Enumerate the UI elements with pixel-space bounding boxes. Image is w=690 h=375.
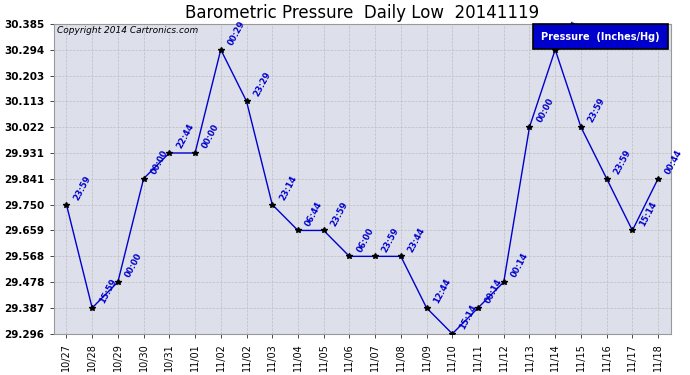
Text: 23:59: 23:59 bbox=[329, 200, 350, 228]
Text: 00:00: 00:00 bbox=[201, 123, 221, 150]
Text: 15:14: 15:14 bbox=[458, 303, 478, 331]
Text: 00:29: 00:29 bbox=[226, 19, 247, 47]
Text: 15:59: 15:59 bbox=[98, 277, 118, 305]
Text: 12:44: 12:44 bbox=[432, 277, 453, 305]
Text: 06:00: 06:00 bbox=[355, 226, 375, 254]
Text: 23:59: 23:59 bbox=[381, 226, 401, 254]
Text: Copyright 2014 Cartronics.com: Copyright 2014 Cartronics.com bbox=[57, 26, 198, 34]
Text: 00:44: 00:44 bbox=[561, 19, 581, 47]
Text: 00:14: 00:14 bbox=[484, 278, 504, 305]
Text: 15:14: 15:14 bbox=[638, 200, 658, 228]
Text: 22:44: 22:44 bbox=[175, 122, 195, 150]
Text: 00:44: 00:44 bbox=[664, 148, 684, 176]
Text: 23:44: 23:44 bbox=[406, 226, 427, 254]
Text: 00:00: 00:00 bbox=[149, 148, 170, 176]
Text: 00:14: 00:14 bbox=[509, 252, 530, 279]
Text: 23:59: 23:59 bbox=[72, 174, 92, 202]
Text: 00:00: 00:00 bbox=[124, 252, 144, 279]
Text: Pressure  (Inches/Hg): Pressure (Inches/Hg) bbox=[541, 32, 660, 42]
Text: 23:59: 23:59 bbox=[612, 148, 633, 176]
Text: 23:29: 23:29 bbox=[252, 70, 273, 98]
Title: Barometric Pressure  Daily Low  20141119: Barometric Pressure Daily Low 20141119 bbox=[185, 4, 540, 22]
Text: 23:59: 23:59 bbox=[586, 97, 607, 124]
Text: 06:44: 06:44 bbox=[304, 200, 324, 228]
Text: 23:14: 23:14 bbox=[278, 174, 298, 202]
Text: 00:00: 00:00 bbox=[535, 97, 555, 124]
